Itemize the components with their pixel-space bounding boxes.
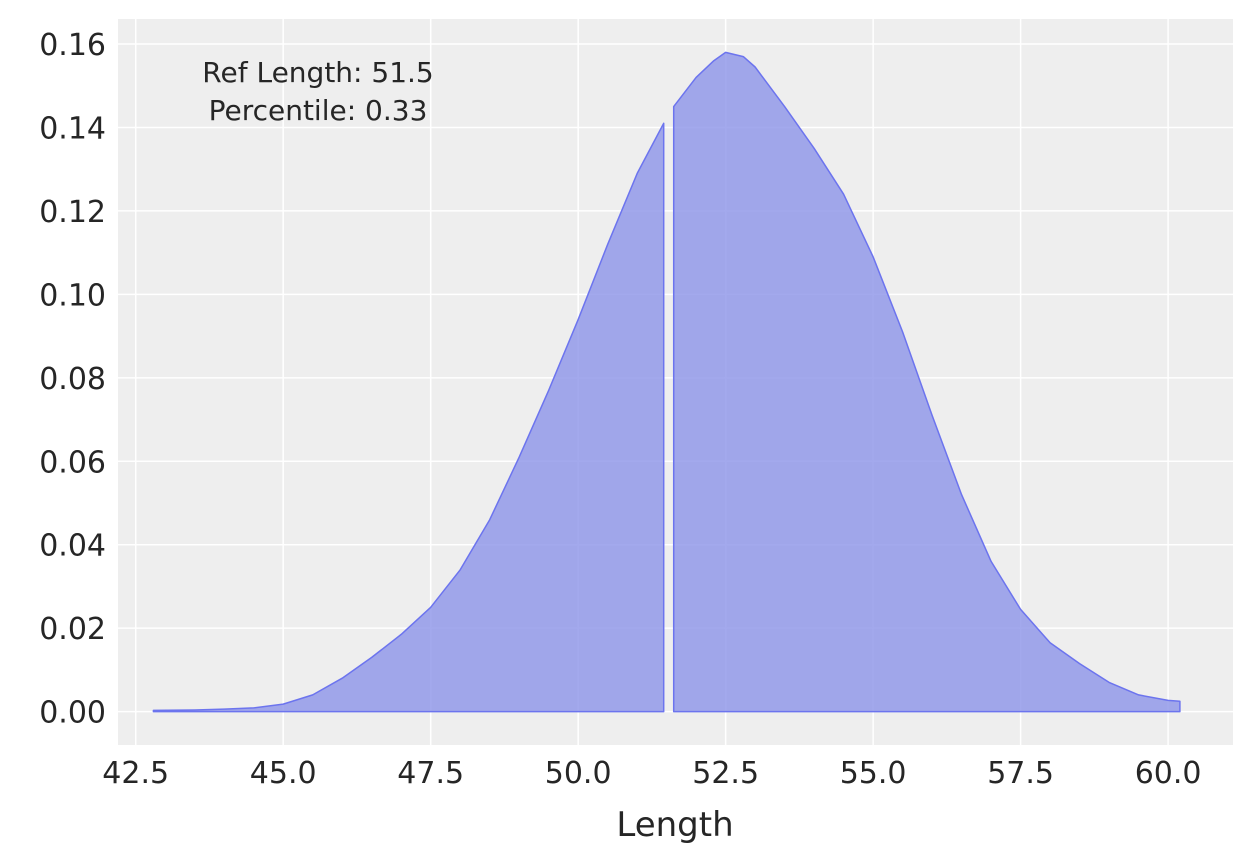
y-tick-label-3: 0.06 (39, 445, 106, 480)
y-tick-label-0: 0.00 (39, 696, 106, 731)
x-tick-label-3: 50.0 (545, 756, 612, 791)
density-area-0 (152, 122, 665, 713)
x-tick-label-4: 52.5 (692, 756, 759, 791)
y-tick-label-2: 0.04 (39, 529, 106, 564)
density-area-1 (672, 51, 1181, 713)
y-tick-label-4: 0.08 (39, 362, 106, 397)
y-tick-label-7: 0.14 (39, 111, 106, 146)
x-axis-label: Length (616, 805, 733, 845)
x-tick-label-5: 55.0 (840, 756, 907, 791)
annotation-percentile: Percentile: 0.33 (209, 94, 428, 127)
y-tick-labels: 0.00 0.02 0.04 0.06 0.08 0.10 0.12 0.14 0.16 (39, 28, 106, 731)
y-tick-label-6: 0.12 (39, 195, 106, 230)
x-tick-label-6: 57.5 (987, 756, 1054, 791)
x-tick-labels: 42.5 45.0 47.5 50.0 52.5 55.0 57.5 60.0 (102, 756, 1201, 791)
x-tick-label-2: 47.5 (397, 756, 464, 791)
y-tick-label-1: 0.02 (39, 612, 106, 647)
x-tick-label-1: 45.0 (250, 756, 317, 791)
x-tick-label-0: 42.5 (102, 756, 169, 791)
y-tick-label-8: 0.16 (39, 28, 106, 63)
x-tick-label-7: 60.0 (1135, 756, 1202, 791)
annotation-ref-length: Ref Length: 51.5 (202, 56, 433, 89)
y-tick-label-5: 0.10 (39, 278, 106, 313)
density-areas (152, 51, 1181, 713)
